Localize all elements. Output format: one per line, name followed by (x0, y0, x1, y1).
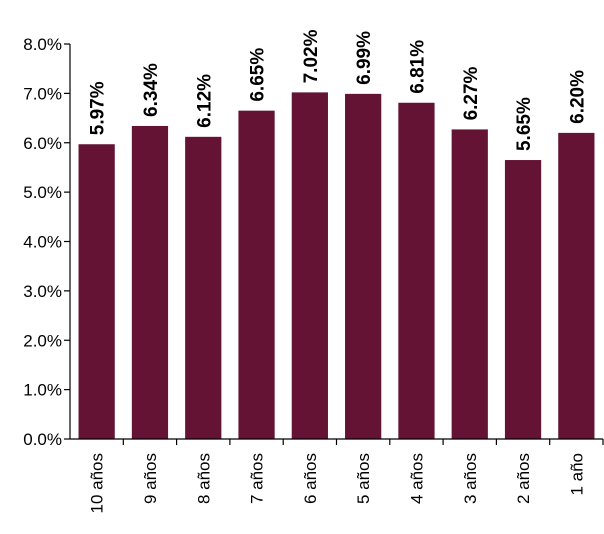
y-tick-label: 8.0% (23, 35, 62, 54)
y-tick-label: 5.0% (23, 183, 62, 202)
x-category-label: 10 años (88, 453, 107, 514)
data-label: 7.02% (301, 29, 322, 83)
x-category-label: 2 años (514, 453, 533, 504)
y-tick-label: 6.0% (23, 134, 62, 153)
data-label: 6.65% (248, 48, 269, 102)
x-axis: 10 años 9 años 8 años 7 años 6 años 5 años 4 a… (70, 438, 604, 514)
data-label: 6.27% (461, 66, 482, 120)
bar-1 (78, 144, 115, 439)
x-category-label: 3 años (461, 453, 480, 504)
data-label: 5.97% (88, 81, 109, 135)
data-label: 6.99% (354, 31, 375, 85)
data-label: 6.20% (567, 70, 588, 124)
x-category-label: 1 año (567, 453, 586, 496)
data-label: 6.81% (407, 40, 428, 94)
y-tick-label: 0.0% (23, 430, 62, 449)
y-tick-label: 7.0% (23, 84, 62, 103)
bar-7 (398, 102, 435, 439)
bar-5 (291, 92, 328, 439)
x-category-label: 8 años (194, 453, 213, 504)
bar-6 (345, 93, 382, 440)
bars (78, 92, 595, 440)
y-tick-label: 1.0% (23, 381, 62, 400)
bar-8 (451, 129, 488, 439)
x-category-label: 6 años (301, 453, 320, 504)
data-label: 6.12% (194, 74, 215, 128)
y-tick-label: 2.0% (23, 331, 62, 350)
bar-4 (238, 110, 275, 439)
data-label: 6.34% (141, 63, 162, 117)
x-category-label: 4 años (407, 453, 426, 504)
x-category-label: 7 años (248, 453, 267, 504)
bar-9 (504, 160, 542, 439)
x-category-label: 5 años (354, 453, 373, 504)
bar-2 (131, 125, 169, 440)
data-labels: 5.97% 6.34% 6.12% 6.65% 7.02% 6.99% 6.81% 6.27%… (88, 29, 589, 151)
x-category-label: 9 años (141, 453, 160, 504)
bar-10 (558, 132, 595, 439)
bar-3 (185, 136, 222, 439)
y-tick-label: 3.0% (23, 282, 62, 301)
y-axis: 0.0% 1.0% 2.0% 3.0% 4.0% 5.0% 6.0% 7.0% 8.0% (23, 35, 71, 449)
y-tick-label: 4.0% (23, 233, 62, 252)
data-label: 5.65% (514, 97, 535, 151)
